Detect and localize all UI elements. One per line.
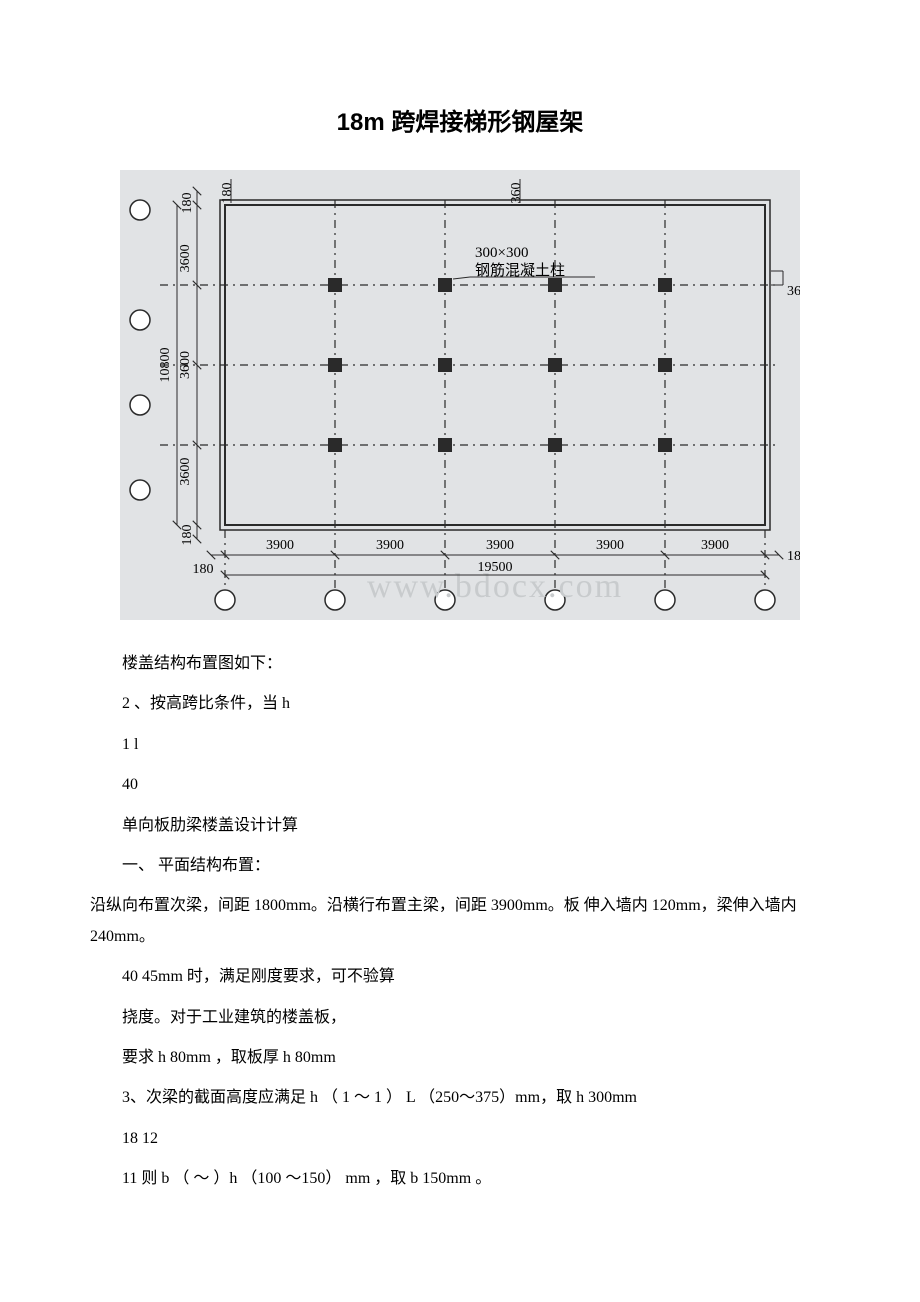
document-body: 楼盖结构布置图如下： 2 、按高跨比条件，当 h 1 l 40 单向板肋梁楼盖设计计算… xyxy=(90,649,830,1194)
paragraph: 一、 平面结构布置： xyxy=(90,851,830,881)
svg-text:3900: 3900 xyxy=(266,538,294,553)
figure-container: 300×300钢筋混凝土柱www.bdocx.com18018036003600… xyxy=(90,170,830,631)
paragraph: 40 45mm 时，满足刚度要求，可不验算 xyxy=(90,962,830,992)
paragraph: 3、次梁的截面高度应满足 h （ 1 ～ 1 ） L （250～375）mm，取… xyxy=(90,1083,830,1113)
paragraph: 18 12 xyxy=(90,1124,830,1154)
paragraph: 挠度。对于工业建筑的楼盖板， xyxy=(90,1003,830,1033)
paragraph: 楼盖结构布置图如下： xyxy=(90,649,830,679)
svg-text:360: 360 xyxy=(509,182,524,203)
paragraph: 40 xyxy=(90,770,830,800)
svg-text:3900: 3900 xyxy=(486,538,514,553)
svg-text:3900: 3900 xyxy=(376,538,404,553)
svg-text:180: 180 xyxy=(787,549,800,564)
paragraph: 沿纵向布置次梁，间距 1800mm。沿横行布置主梁，间距 3900mm。板 伸入… xyxy=(90,891,830,952)
paragraph: 2 、按高跨比条件，当 h xyxy=(90,689,830,719)
svg-text:360: 360 xyxy=(787,284,800,299)
paragraph: 单向板肋梁楼盖设计计算 xyxy=(90,811,830,841)
paragraph: 要求 h 80mm ，取板厚 h 80mm xyxy=(90,1043,830,1073)
svg-text:钢筋混凝土柱: 钢筋混凝土柱 xyxy=(475,262,565,279)
svg-text:19500: 19500 xyxy=(478,560,513,575)
svg-text:180: 180 xyxy=(180,524,195,545)
svg-text:180: 180 xyxy=(180,192,195,213)
page-title: 18m 跨焊接梯形钢屋架 xyxy=(90,100,830,146)
svg-text:180: 180 xyxy=(193,562,214,577)
svg-text:10800: 10800 xyxy=(158,347,173,382)
svg-text:180: 180 xyxy=(220,182,235,203)
svg-text:3900: 3900 xyxy=(701,538,729,553)
svg-text:300×300: 300×300 xyxy=(475,245,528,261)
svg-text:3900: 3900 xyxy=(596,538,624,553)
paragraph: 1 l xyxy=(90,730,830,760)
floor-plan-svg: 300×300钢筋混凝土柱www.bdocx.com18018036003600… xyxy=(120,170,800,620)
svg-text:3600: 3600 xyxy=(178,351,193,379)
paragraph: 11 则 b （ ～ ）h （100 ～150） mm ，取 b 150mm 。 xyxy=(90,1164,830,1194)
floor-plan-figure: 300×300钢筋混凝土柱www.bdocx.com18018036003600… xyxy=(120,170,800,631)
svg-text:3600: 3600 xyxy=(178,457,193,485)
svg-text:3600: 3600 xyxy=(178,244,193,272)
